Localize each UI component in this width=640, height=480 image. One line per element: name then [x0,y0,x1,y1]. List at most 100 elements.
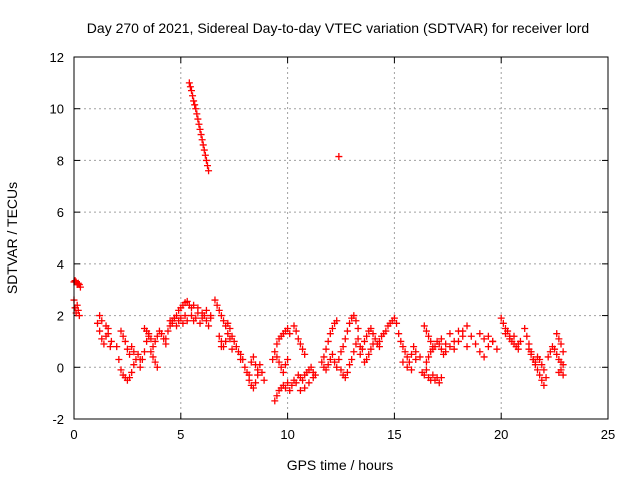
data-point [350,312,358,320]
data-point [333,363,341,371]
data-point [356,350,364,358]
grid-layer [74,57,608,419]
data-point [217,312,225,320]
data-point [510,332,518,340]
data-point [181,312,189,320]
data-point [301,384,309,392]
data-point [531,358,539,366]
data-point [350,348,358,356]
data-point [442,348,450,356]
data-point [360,337,368,345]
data-point [76,283,84,291]
data-point [202,156,210,164]
data-point [484,332,492,340]
data-point [446,330,454,338]
data-point [484,343,492,351]
data-point [224,319,232,327]
data-point [281,361,289,369]
data-point [403,353,411,361]
data-point [322,345,330,353]
y-tick-label: 4 [57,257,64,272]
data-point [273,353,281,361]
data-point [326,356,334,364]
data-point [284,379,292,387]
data-point [489,337,497,345]
data-point [158,330,166,338]
data-point [497,314,505,322]
data-point [136,363,144,371]
data-point [205,167,213,175]
data-point [183,297,191,305]
data-point [555,335,563,343]
data-point [245,376,253,384]
data-point [170,314,178,322]
data-point [369,330,377,338]
data-point [194,115,202,123]
data-point [202,317,210,325]
data-point [186,83,194,91]
chart-title: Day 270 of 2021, Sidereal Day-to-day VTE… [87,20,589,36]
data-point [371,335,379,343]
data-point [305,379,313,387]
data-point [463,343,471,351]
data-point [74,306,82,314]
data-point [279,368,287,376]
data-point [143,327,151,335]
data-point [324,337,332,345]
data-point [98,335,106,343]
data-point [521,325,529,332]
data-point [190,301,198,309]
data-point [193,110,201,118]
data-point [407,350,415,358]
data-point [301,350,309,358]
y-tick-label: 10 [50,102,64,117]
data-point [363,332,371,340]
data-point [288,381,296,389]
data-point [249,384,257,392]
data-point [195,120,203,128]
data-point [102,322,110,330]
data-point [420,371,428,379]
data-point [123,345,131,353]
data-point [553,350,561,358]
data-point [320,353,328,361]
data-point [397,337,405,345]
data-point [197,131,205,139]
data-point [96,327,104,335]
data-point [271,348,279,356]
data-point [192,105,200,113]
data-point [93,319,101,327]
data-point [525,345,533,353]
data-point [205,322,213,330]
x-tick-label: 25 [601,427,615,442]
data-point [230,337,238,345]
data-point [506,335,514,343]
data-point [198,136,206,144]
y-tick-label: 0 [57,360,64,375]
data-point [307,363,315,371]
x-tick-label: 0 [70,427,77,442]
data-point [324,361,332,369]
data-point [151,337,159,345]
data-point [107,337,115,345]
data-point [196,319,204,327]
x-tick-label: 5 [177,427,184,442]
data-point [480,335,488,343]
data-point [544,353,552,361]
data-point [237,350,245,358]
y-tick-label: 8 [57,153,64,168]
data-point [252,379,260,387]
data-point [106,343,114,351]
data-point [559,361,567,369]
data-point [559,348,567,356]
data-point [499,319,507,327]
data-point [190,97,198,105]
data-point [145,332,153,340]
data-point [277,363,285,371]
data-point [337,366,345,374]
data-point [333,317,341,325]
data-point [211,296,219,304]
data-point [454,337,462,345]
data-point [365,350,373,358]
data-point [168,319,176,327]
